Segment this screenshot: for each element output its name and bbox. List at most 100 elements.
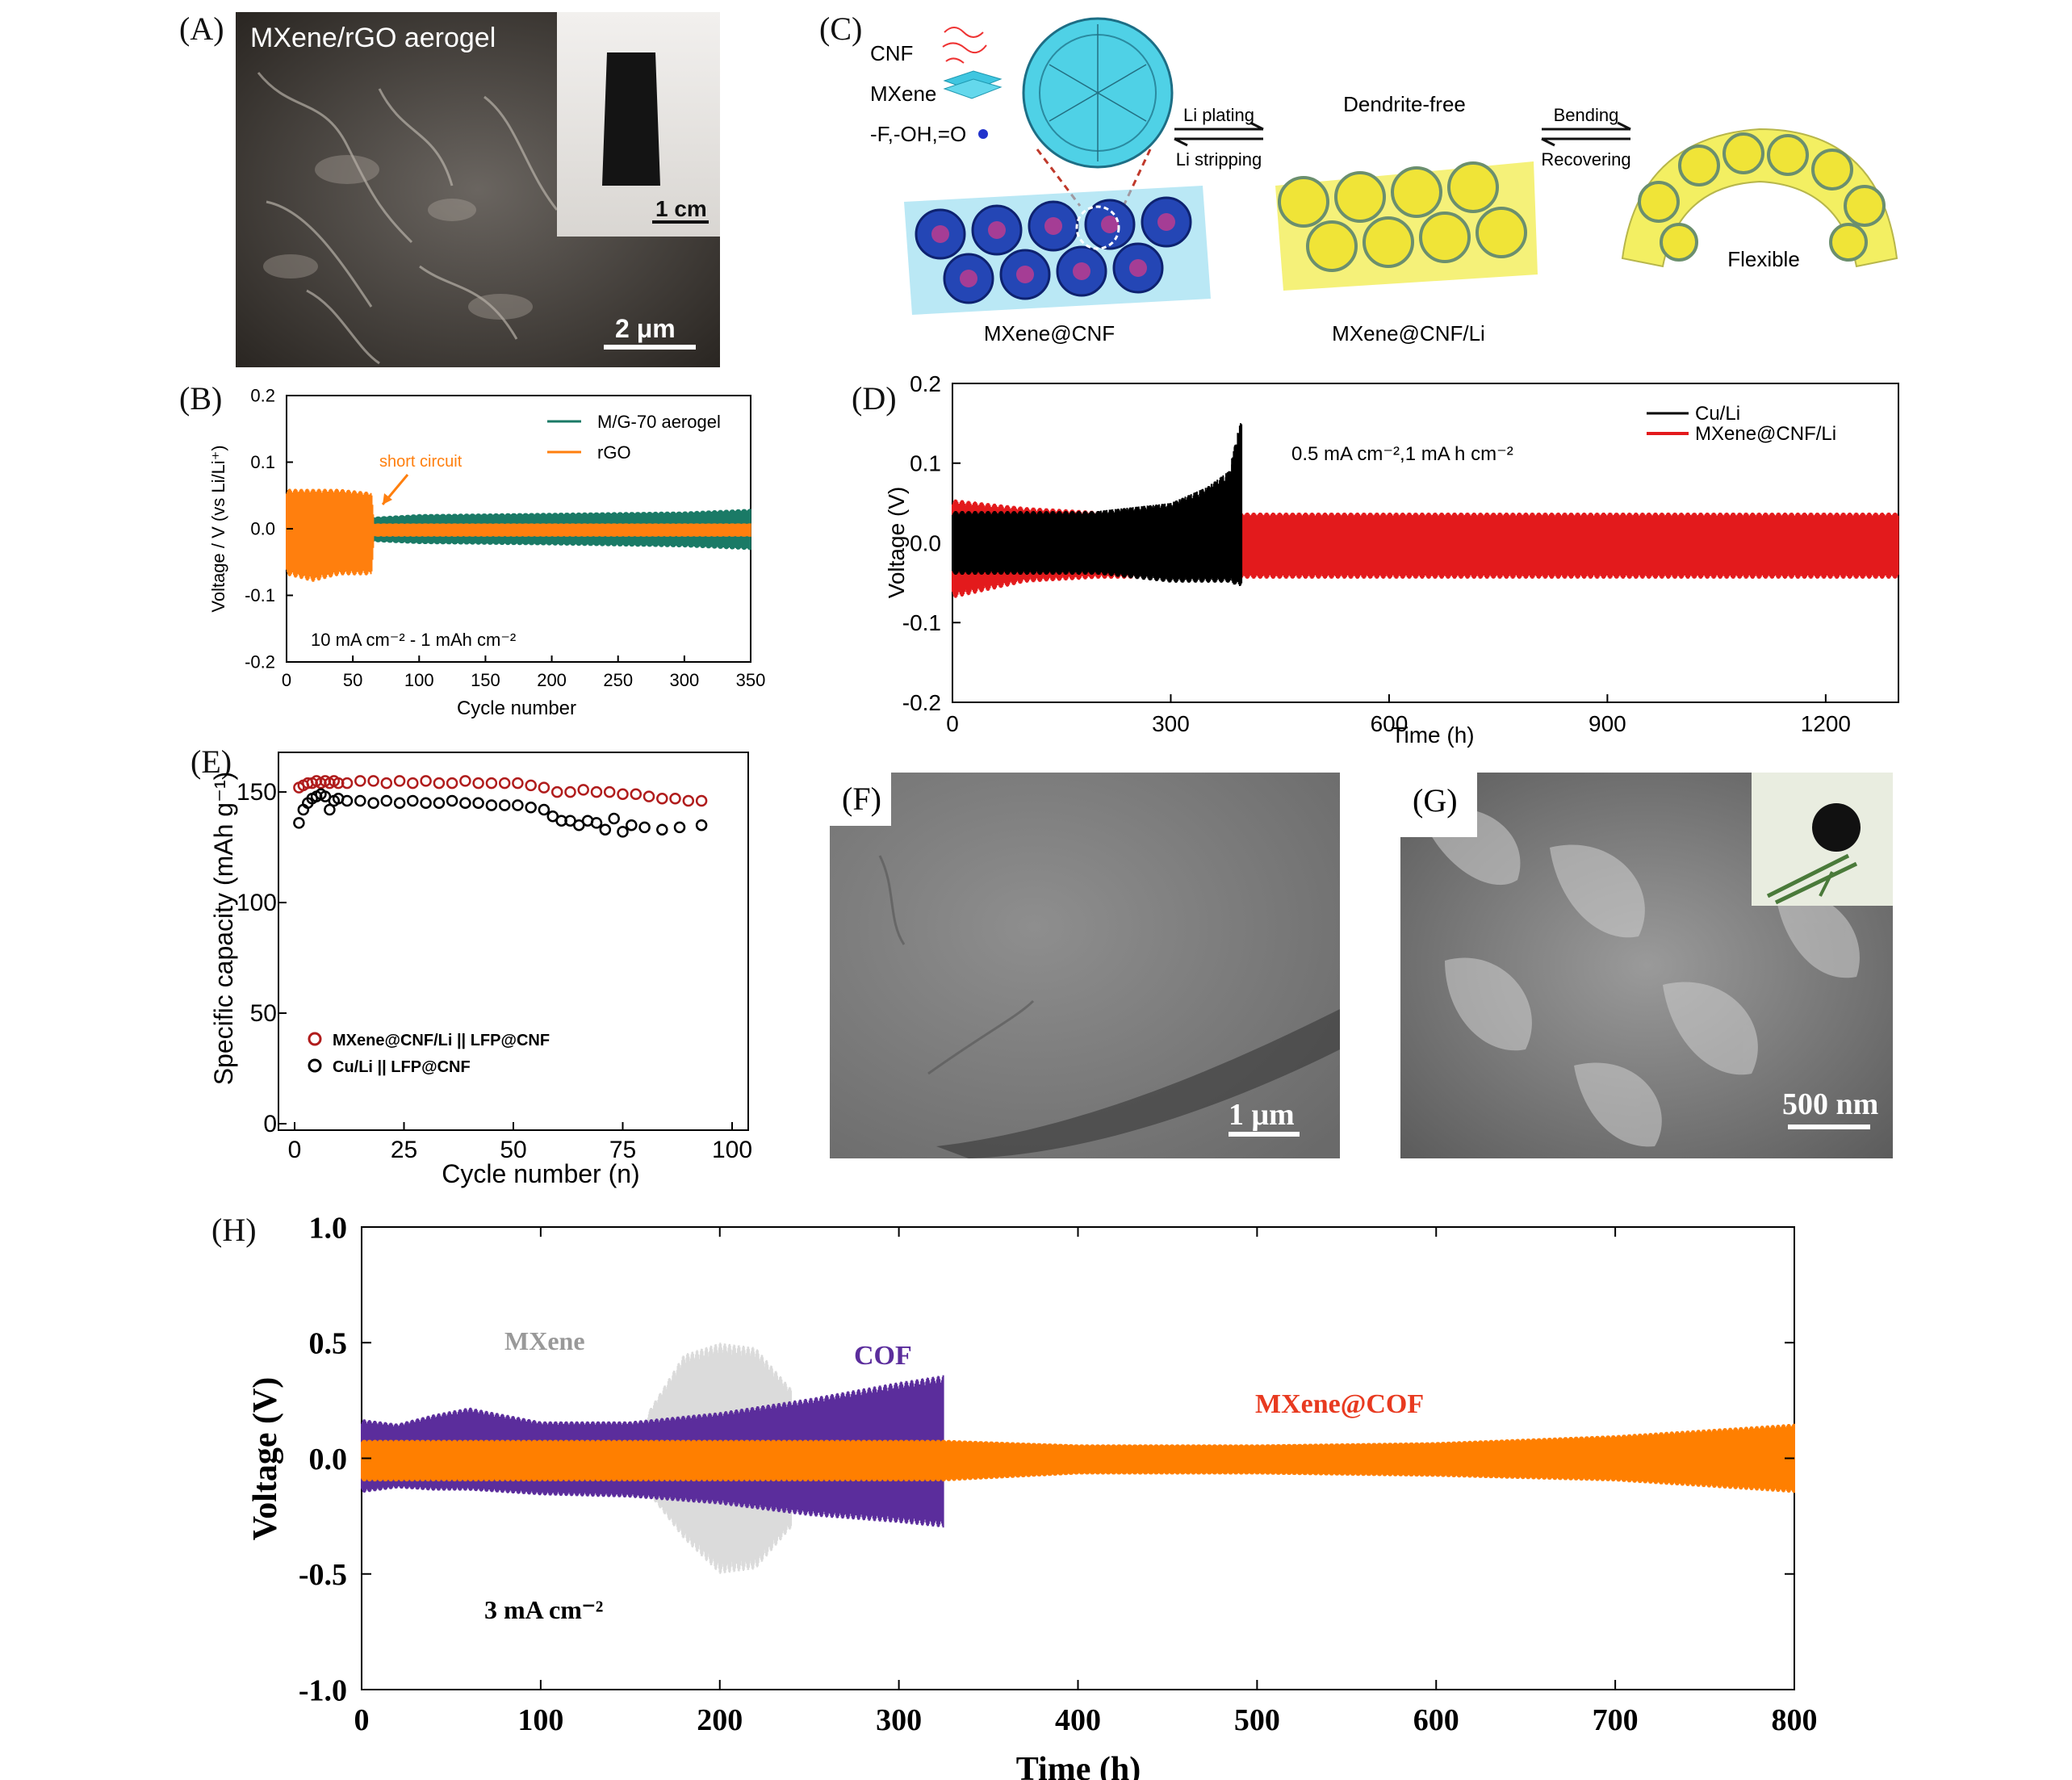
- series-rgo-band: [286, 488, 751, 582]
- point-cu-23: [512, 799, 524, 811]
- point-mxene-21: [485, 777, 498, 789]
- panel-label-a: (A): [179, 10, 224, 47]
- point-cu-29: [573, 819, 585, 831]
- panel-label-c: (C): [819, 10, 863, 47]
- point-mxene-34: [656, 793, 668, 805]
- series-mxene-cof-band: [361, 1423, 1795, 1493]
- point-cu-38: [673, 821, 686, 834]
- chart-e-axes: 0 25 50 75 100 0 50 100 150: [237, 779, 752, 1163]
- y-tick-label-1: -0.1: [245, 585, 275, 605]
- chart-h-xlabel: Time (h): [1016, 1751, 1141, 1780]
- chart-b-condition: 10 mA cm⁻² - 1 mAh cm⁻²: [311, 630, 516, 650]
- x-tick-label-8: 800: [1772, 1703, 1818, 1737]
- panel-label-f: (F): [842, 781, 881, 817]
- point-mxene-25: [538, 781, 550, 794]
- y-tick-label-2: 100: [237, 890, 277, 916]
- x-tick-label-2: 200: [697, 1703, 743, 1737]
- x-tick-label-6: 600: [1413, 1703, 1459, 1737]
- x-tick-label-1: 100: [517, 1703, 563, 1737]
- label-mxene: MXene: [504, 1326, 585, 1355]
- x-tick-label-1: 25: [391, 1137, 417, 1163]
- legend-e-mxene: MXene@CNF/Li || LFP@CNF: [333, 1032, 550, 1049]
- point-cu-17: [433, 797, 446, 810]
- point-cu-18: [446, 794, 458, 807]
- point-cu-6: [319, 790, 332, 802]
- panel-g-sem-image: [1400, 773, 1893, 1158]
- point-mxene-29: [590, 785, 603, 798]
- point-cu-10: [341, 794, 354, 807]
- x-tick-label-4: 400: [1055, 1703, 1101, 1737]
- x-tick-label-0: 0: [354, 1703, 370, 1737]
- panel-f-scale: 1 μm: [1229, 1098, 1295, 1132]
- point-mxene-32: [630, 788, 643, 801]
- point-cu-25: [538, 803, 550, 816]
- y-tick-label-3: 0.1: [250, 452, 275, 472]
- chart-h-plot: [361, 1342, 1795, 1574]
- series-cu-li-spikes: [1097, 423, 1241, 543]
- x-tick-label-4: 200: [537, 670, 567, 690]
- x-tick-label-3: 900: [1589, 711, 1626, 736]
- legend-e-cu: Cu/Li || LFP@CNF: [333, 1058, 471, 1076]
- label-mxene-cnf-li: MXene@CNF/Li: [1332, 321, 1485, 346]
- x-tick-label-5: 250: [603, 670, 633, 690]
- point-mxene-15: [407, 777, 419, 789]
- point-cu-33: [608, 812, 620, 825]
- legend-e-marker-1: [308, 1032, 322, 1046]
- point-cu-15: [407, 794, 419, 807]
- arrow-bending: Bending: [1554, 105, 1619, 125]
- point-cu-31: [590, 817, 603, 829]
- point-mxene-19: [459, 775, 471, 787]
- label-mxene-cof: MXene@COF: [1255, 1389, 1424, 1419]
- point-cu-36: [638, 821, 651, 834]
- point-cu-39: [695, 819, 708, 831]
- x-tick-label-4: 100: [712, 1137, 752, 1163]
- point-cu-14: [393, 797, 406, 810]
- point-mxene-30: [603, 785, 616, 798]
- point-cu-26: [546, 810, 559, 823]
- chart-e-plot: [293, 775, 708, 838]
- chart-d-axes: 0 300 600 900 1200 -0.2 -0.1 0.0 0.1 0.2: [902, 371, 1851, 736]
- x-tick-label-2: 600: [1371, 711, 1409, 736]
- panel-a-inset-scale: 1 cm: [655, 196, 707, 221]
- point-mxene-27: [564, 785, 576, 798]
- arrow-li-stripping: Li stripping: [1176, 149, 1262, 170]
- point-mxene-12: [367, 775, 379, 787]
- point-cu-28: [564, 815, 576, 827]
- point-cu-0: [293, 817, 305, 829]
- label-cof: COF: [854, 1341, 912, 1371]
- aerogel-cylinder: [602, 52, 660, 186]
- legend-mxene: MXene: [870, 82, 936, 106]
- y-tick-label-3: 150: [237, 779, 277, 806]
- point-mxene-14: [393, 775, 406, 787]
- x-tick-label-4: 1200: [1801, 711, 1851, 736]
- point-mxene-17: [433, 777, 446, 789]
- chart-h: 0 100 200 300 400 500 600 700 800 -1.0 -0.5 0.0 0.5 1…: [247, 1211, 1818, 1780]
- x-tick-label-2: 100: [404, 670, 434, 690]
- point-cu-37: [656, 823, 668, 836]
- point-cu-34: [617, 826, 629, 838]
- x-tick-label-3: 300: [876, 1703, 922, 1737]
- y-tick-label-2: 0.0: [910, 530, 941, 555]
- y-tick-label-3: 0.5: [309, 1327, 348, 1361]
- panel-a-sem-image: [236, 12, 720, 367]
- chart-b-ylabel: Voltage / V (vs Li/Li⁺): [208, 445, 228, 612]
- x-tick-label-0: 0: [288, 1137, 302, 1163]
- x-tick-label-1: 300: [1152, 711, 1190, 736]
- panel-g-scale: 500 nm: [1782, 1087, 1878, 1121]
- point-cu-7: [324, 803, 336, 816]
- point-cu-24: [525, 802, 537, 814]
- y-tick-label-1: -0.1: [902, 610, 941, 635]
- label-mxene-cnf: MXene@CNF: [984, 321, 1115, 346]
- point-mxene-13: [380, 777, 393, 789]
- legend-d-mxene-cnf-li: MXene@CNF/Li: [1695, 423, 1836, 445]
- x-tick-label-1: 50: [343, 670, 362, 690]
- point-mxene-18: [446, 777, 458, 789]
- x-tick-label-5: 500: [1234, 1703, 1280, 1737]
- x-tick-label-0: 0: [282, 670, 291, 690]
- arrow-recovering: Recovering: [1541, 149, 1630, 170]
- chart-b: 0 50 100 150 200 250 300 350 -0.2 -0.1 0.0 0.1 0.2 M…: [208, 386, 765, 719]
- point-cu-11: [354, 794, 366, 807]
- point-mxene-28: [577, 784, 589, 796]
- point-mxene-20: [472, 777, 484, 789]
